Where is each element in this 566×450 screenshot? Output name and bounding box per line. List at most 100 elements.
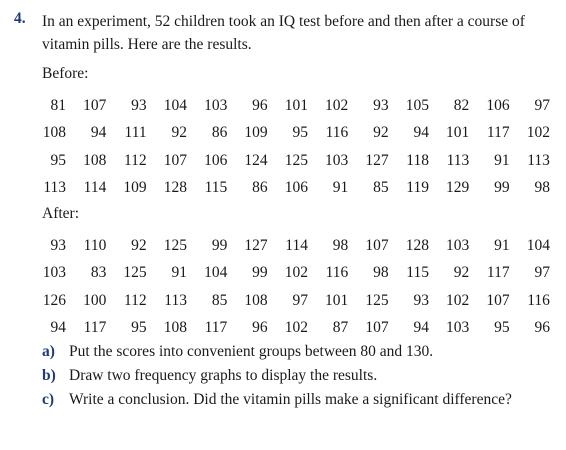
after-score-cell: 116 xyxy=(325,264,349,282)
before-score-cell: 93 xyxy=(373,96,389,114)
after-score-cell: 93 xyxy=(413,291,429,309)
before-score-cell: 81 xyxy=(50,96,67,114)
after-score-cell: 113 xyxy=(164,291,187,309)
before-score-cell: 109 xyxy=(123,179,147,197)
after-score-cell: 108 xyxy=(244,291,268,309)
after-score-cell: 128 xyxy=(405,236,429,254)
after-score-cell: 92 xyxy=(131,236,147,254)
before-label: Before: xyxy=(42,65,89,82)
after-score-cell: 95 xyxy=(494,319,510,337)
before-score-cell: 108 xyxy=(42,124,66,142)
after-score-cell: 103 xyxy=(42,264,66,282)
before-score-cell: 86 xyxy=(211,124,228,142)
part-a-letter: a) xyxy=(42,343,55,360)
after-score-cell: 107 xyxy=(365,319,389,337)
part-c: c) Write a conclusion. Did the vitamin p… xyxy=(42,388,542,411)
before-score-cell: 116 xyxy=(325,124,349,142)
before-score-cell: 97 xyxy=(534,96,550,114)
before-scores-row: 108 94 111 92 86 109 95 116 92 94 101 117 102 xyxy=(40,120,550,148)
before-scores-row: 113 114 109 128 115 86 106 91 85 119 129 99 98 xyxy=(40,175,550,203)
before-score-cell: 128 xyxy=(163,179,187,197)
before-score-cell: 94 xyxy=(90,124,107,142)
after-label: After: xyxy=(42,205,80,222)
after-score-cell: 99 xyxy=(252,264,268,282)
before-score-cell: 93 xyxy=(131,96,147,114)
after-score-cell: 94 xyxy=(50,319,67,337)
before-score-cell: 91 xyxy=(494,151,510,169)
after-score-cell: 94 xyxy=(413,319,429,337)
after-score-cell: 100 xyxy=(83,291,107,309)
before-score-cell: 103 xyxy=(325,151,349,169)
before-score-cell: 99 xyxy=(494,179,510,197)
after-score-cell: 117 xyxy=(204,319,228,337)
after-score-cell: 114 xyxy=(285,236,308,254)
after-scores-row: 93 110 92 125 99 127 114 98 107 128 103 91 104 xyxy=(40,232,550,260)
before-score-cell: 107 xyxy=(83,96,107,114)
after-score-cell: 103 xyxy=(446,319,470,337)
after-score-cell: 91 xyxy=(494,236,510,254)
before-score-cell: 107 xyxy=(163,151,187,169)
after-score-cell: 102 xyxy=(284,319,308,337)
after-score-cell: 92 xyxy=(453,264,470,282)
part-a-text: Put the scores into convenient groups be… xyxy=(69,343,434,360)
before-score-cell: 106 xyxy=(204,151,228,169)
after-score-cell: 125 xyxy=(163,236,187,254)
question-parts: a) Put the scores into convenient groups… xyxy=(42,340,542,412)
after-score-cell: 126 xyxy=(42,291,66,309)
after-score-cell: 97 xyxy=(292,291,308,309)
after-score-cell: 112 xyxy=(123,291,147,309)
part-b: b) Draw two frequency graphs to display … xyxy=(42,364,542,387)
before-scores-row: 81 107 93 104 103 96 101 102 93 105 82 106 97 xyxy=(40,92,550,120)
after-scores-row: 94 117 95 108 117 96 102 87 107 94 103 95 96 xyxy=(40,315,550,343)
part-a: a) Put the scores into convenient groups… xyxy=(42,340,542,363)
after-score-cell: 99 xyxy=(211,236,228,254)
after-score-cell: 117 xyxy=(486,264,510,282)
before-score-cell: 86 xyxy=(252,179,268,197)
before-score-cell: 113 xyxy=(43,179,66,197)
before-score-cell: 111 xyxy=(124,124,147,142)
before-score-cell: 127 xyxy=(365,151,389,169)
before-score-cell: 124 xyxy=(244,151,268,169)
before-score-cell: 125 xyxy=(284,151,308,169)
before-score-cell: 101 xyxy=(446,124,470,142)
before-scores-table: 81 107 93 104 103 96 101 102 93 105 82 106 97 108 94 11… xyxy=(40,92,550,202)
before-score-cell: 112 xyxy=(123,151,147,169)
after-score-cell: 102 xyxy=(446,291,470,309)
after-score-cell: 107 xyxy=(486,291,510,309)
before-score-cell: 101 xyxy=(284,96,308,114)
before-score-cell: 82 xyxy=(453,96,470,114)
before-score-cell: 103 xyxy=(204,96,228,114)
after-score-cell: 115 xyxy=(406,264,429,282)
part-b-letter: b) xyxy=(42,367,56,384)
before-score-cell: 118 xyxy=(406,151,429,169)
before-score-cell: 95 xyxy=(292,124,308,142)
before-score-cell: 119 xyxy=(406,179,429,197)
after-score-cell: 127 xyxy=(244,236,268,254)
after-score-cell: 117 xyxy=(83,319,107,337)
after-score-cell: 108 xyxy=(163,319,187,337)
after-scores-row: 103 83 125 91 104 99 102 116 98 115 92 117 97 xyxy=(40,260,550,288)
after-score-cell: 104 xyxy=(526,236,550,254)
before-score-cell: 95 xyxy=(50,151,67,169)
after-score-cell: 96 xyxy=(534,319,550,337)
before-score-cell: 117 xyxy=(486,124,510,142)
before-score-cell: 113 xyxy=(527,151,550,169)
after-score-cell: 87 xyxy=(332,319,349,337)
after-score-cell: 103 xyxy=(446,236,470,254)
after-score-cell: 125 xyxy=(123,264,147,282)
after-score-cell: 95 xyxy=(131,319,147,337)
part-b-text: Draw two frequency graphs to display the… xyxy=(69,367,378,384)
before-score-cell: 98 xyxy=(534,179,550,197)
after-score-cell: 116 xyxy=(527,291,550,309)
after-score-cell: 101 xyxy=(325,291,349,309)
after-score-cell: 98 xyxy=(332,236,349,254)
before-score-cell: 129 xyxy=(446,179,470,197)
before-score-cell: 108 xyxy=(83,151,107,169)
after-score-cell: 83 xyxy=(90,264,107,282)
before-score-cell: 92 xyxy=(373,124,389,142)
after-score-cell: 97 xyxy=(534,264,550,282)
before-score-cell: 102 xyxy=(526,124,550,142)
after-score-cell: 110 xyxy=(83,236,107,254)
before-score-cell: 85 xyxy=(373,179,389,197)
before-score-cell: 105 xyxy=(405,96,429,114)
